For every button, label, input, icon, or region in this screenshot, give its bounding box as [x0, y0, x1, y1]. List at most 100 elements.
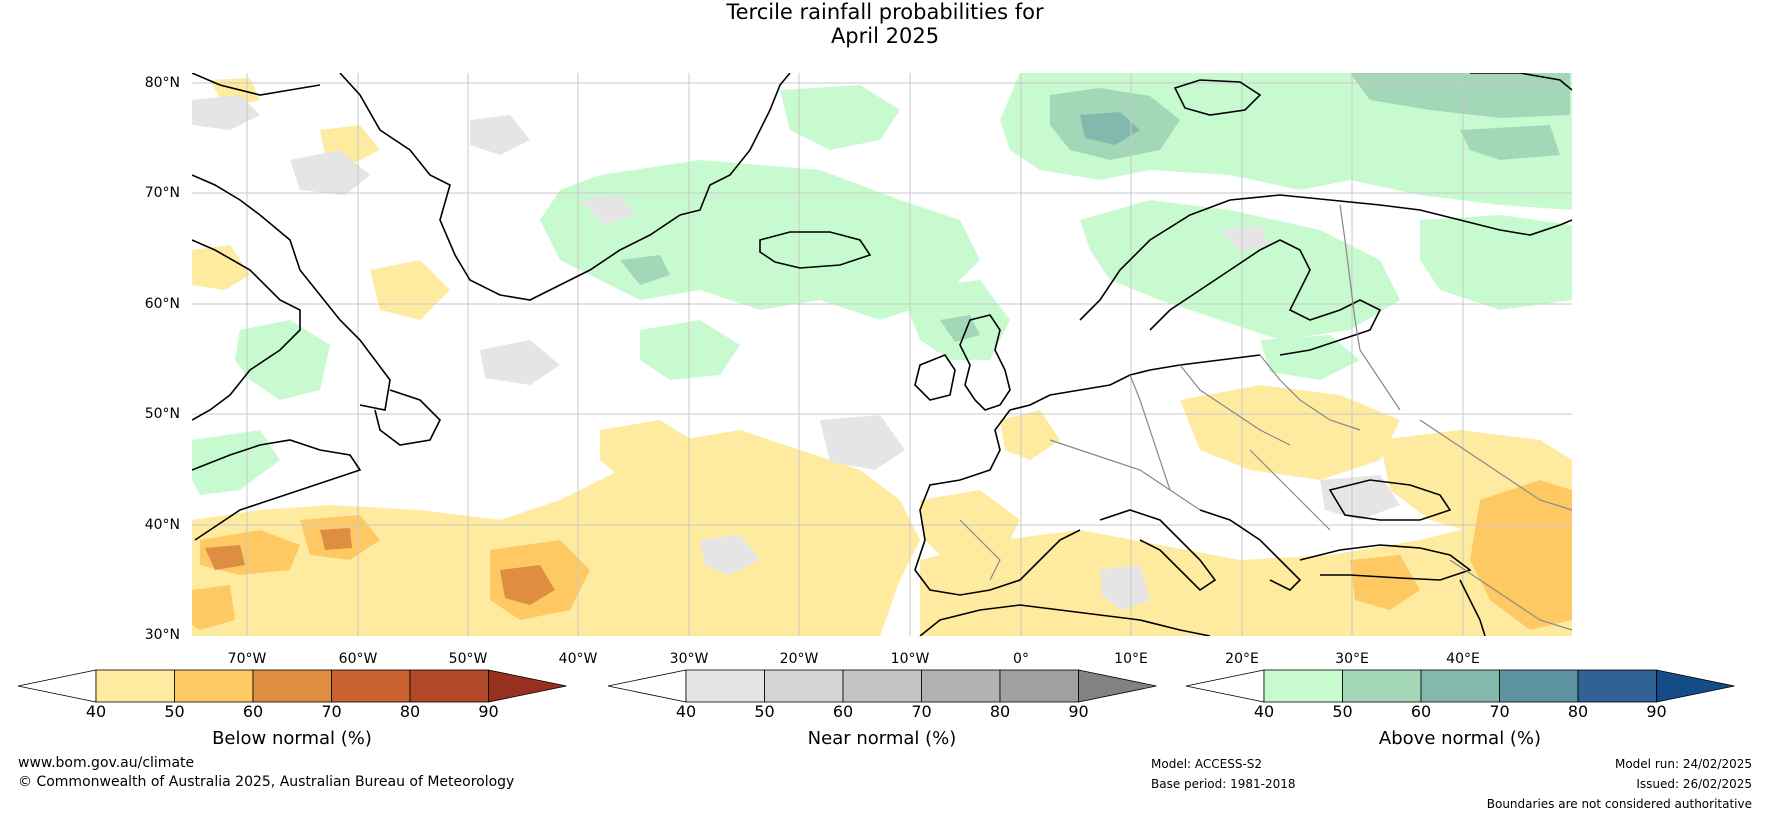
footer-website: www.bom.gov.au/climate — [18, 755, 195, 771]
coast-ireland — [914, 354, 956, 401]
lat-label-80n: 80°N — [144, 75, 180, 91]
coast-north-africa — [919, 604, 1211, 636]
near-region-7 — [1320, 475, 1400, 520]
lat-label-30n: 30°N — [144, 627, 180, 643]
border-3 — [1259, 354, 1361, 431]
near-region-5 — [820, 415, 905, 470]
colorbar-above-segment — [1577, 669, 1657, 703]
below-normal-regions — [192, 78, 1572, 636]
below-region-mediterranean — [920, 500, 1572, 636]
below-region-southwest — [192, 585, 235, 630]
colorbar-below-tick: 90 — [478, 702, 499, 721]
colorbar-near-segment — [921, 669, 1001, 703]
coast-balkans — [1199, 509, 1302, 591]
colorbar-above-segment — [1342, 669, 1422, 703]
below-region-mid-atlantic-2 — [600, 420, 700, 485]
title-line-1: Tercile rainfall probabilities for — [726, 0, 1044, 24]
colorbar-above-under-arrow — [1185, 669, 1265, 703]
near-region-3 — [470, 115, 530, 155]
near-region-1 — [192, 95, 260, 130]
colorbar-near-segment — [764, 669, 844, 703]
border-1 — [1129, 374, 1171, 491]
below-region-east-med — [1350, 555, 1420, 610]
lat-label-50n: 50°N — [144, 406, 180, 422]
colorbar-below-segment — [331, 669, 411, 703]
lon-label-30e: 30°E — [1335, 651, 1369, 667]
colorbar-below-tick: 40 — [85, 702, 107, 721]
above-region-barents — [1350, 73, 1570, 118]
above-region-svalbard-core — [1080, 112, 1140, 145]
colorbar-near-tick: 50 — [754, 702, 775, 721]
coast-iceland — [759, 231, 872, 269]
border-6 — [1249, 449, 1331, 531]
colorbar-near-tick: 70 — [911, 702, 932, 721]
below-region-central-atlantic-dark — [500, 565, 555, 605]
colorbar-above-segment — [1263, 669, 1343, 703]
below-region-east-europe — [1180, 385, 1400, 480]
colorbars — [17, 669, 1735, 703]
colorbar-near-under-arrow — [607, 669, 687, 703]
colorbar-above-tick: 40 — [1253, 702, 1275, 721]
coast-sweden-finland — [1149, 239, 1382, 356]
colorbar-below-segment — [95, 669, 175, 703]
colorbar-below-tick: 80 — [399, 702, 421, 721]
below-region-middle-east — [1470, 480, 1572, 630]
near-region-10 — [1220, 225, 1270, 252]
border-8 — [1419, 419, 1572, 511]
coastlines — [192, 73, 1572, 636]
near-region-9 — [580, 195, 635, 225]
colorbar-title-near: Near normal (%) — [807, 728, 957, 749]
below-region-gulf — [205, 545, 245, 570]
border-4 — [1339, 204, 1401, 411]
colorbar-above-segment — [1420, 669, 1500, 703]
title-line-2: April 2025 — [830, 24, 940, 48]
coast-novaya — [1470, 73, 1572, 91]
coast-labrador — [192, 239, 301, 421]
coast-italy — [1099, 509, 1217, 592]
border-9 — [1449, 559, 1572, 631]
probability-shading — [192, 73, 1572, 636]
footer-base-period: Base period: 1981-2018 — [1151, 777, 1296, 791]
colorbar-near-segment — [842, 669, 922, 703]
lon-label-20e: 20°E — [1225, 651, 1259, 667]
near-region-4 — [480, 340, 560, 385]
border-2 — [1179, 364, 1291, 446]
colorbar-near-tick: 80 — [989, 702, 1011, 721]
below-region-north-america — [192, 245, 250, 290]
above-region-greenland-east — [620, 255, 670, 285]
footer-model: Model: ACCESS-S2 — [1151, 757, 1263, 771]
coast-norway — [1079, 194, 1572, 321]
colorbar-below-segment — [409, 669, 489, 703]
colorbar-title-below: Below normal (%) — [212, 728, 372, 749]
colorbar-above-segment — [1499, 669, 1579, 703]
above-region-north-atlantic — [780, 85, 900, 150]
colorbar-near-segment — [999, 669, 1079, 703]
colorbar-above-over-arrow — [1656, 669, 1735, 703]
coast-greenland — [339, 73, 791, 301]
coast-france-iberia — [914, 409, 1081, 596]
colorbar-near-segment — [685, 669, 765, 703]
coast-newfoundland — [374, 389, 441, 446]
colorbar-above-tick: 60 — [1410, 702, 1432, 721]
colorbar-below-segment — [252, 669, 332, 703]
coast-ellesmere — [192, 73, 321, 96]
footer-issued: Issued: 26/02/2025 — [1636, 777, 1752, 791]
lon-label-30w: 30°W — [669, 651, 709, 667]
above-region-labrador — [235, 320, 330, 400]
graticule — [192, 73, 1572, 636]
coast-baffin — [192, 174, 391, 411]
footer-model-run: Model run: 24/02/2025 — [1614, 757, 1752, 771]
below-region-labrador-sea — [370, 260, 450, 320]
lon-label-20w: 20°W — [779, 651, 819, 667]
lat-label-60n: 60°N — [144, 296, 180, 312]
coast-britain — [959, 314, 1011, 411]
below-region-gulf-2 — [320, 528, 352, 550]
colorbar-near-tick: 90 — [1068, 702, 1089, 721]
lon-label-60w: 60°W — [338, 651, 378, 667]
colorbar-below-tick: 60 — [242, 702, 264, 721]
near-region-2 — [290, 150, 370, 195]
border-7 — [959, 519, 1001, 581]
lon-label-40e: 40°E — [1446, 651, 1480, 667]
coast-black-sea — [1328, 479, 1452, 521]
